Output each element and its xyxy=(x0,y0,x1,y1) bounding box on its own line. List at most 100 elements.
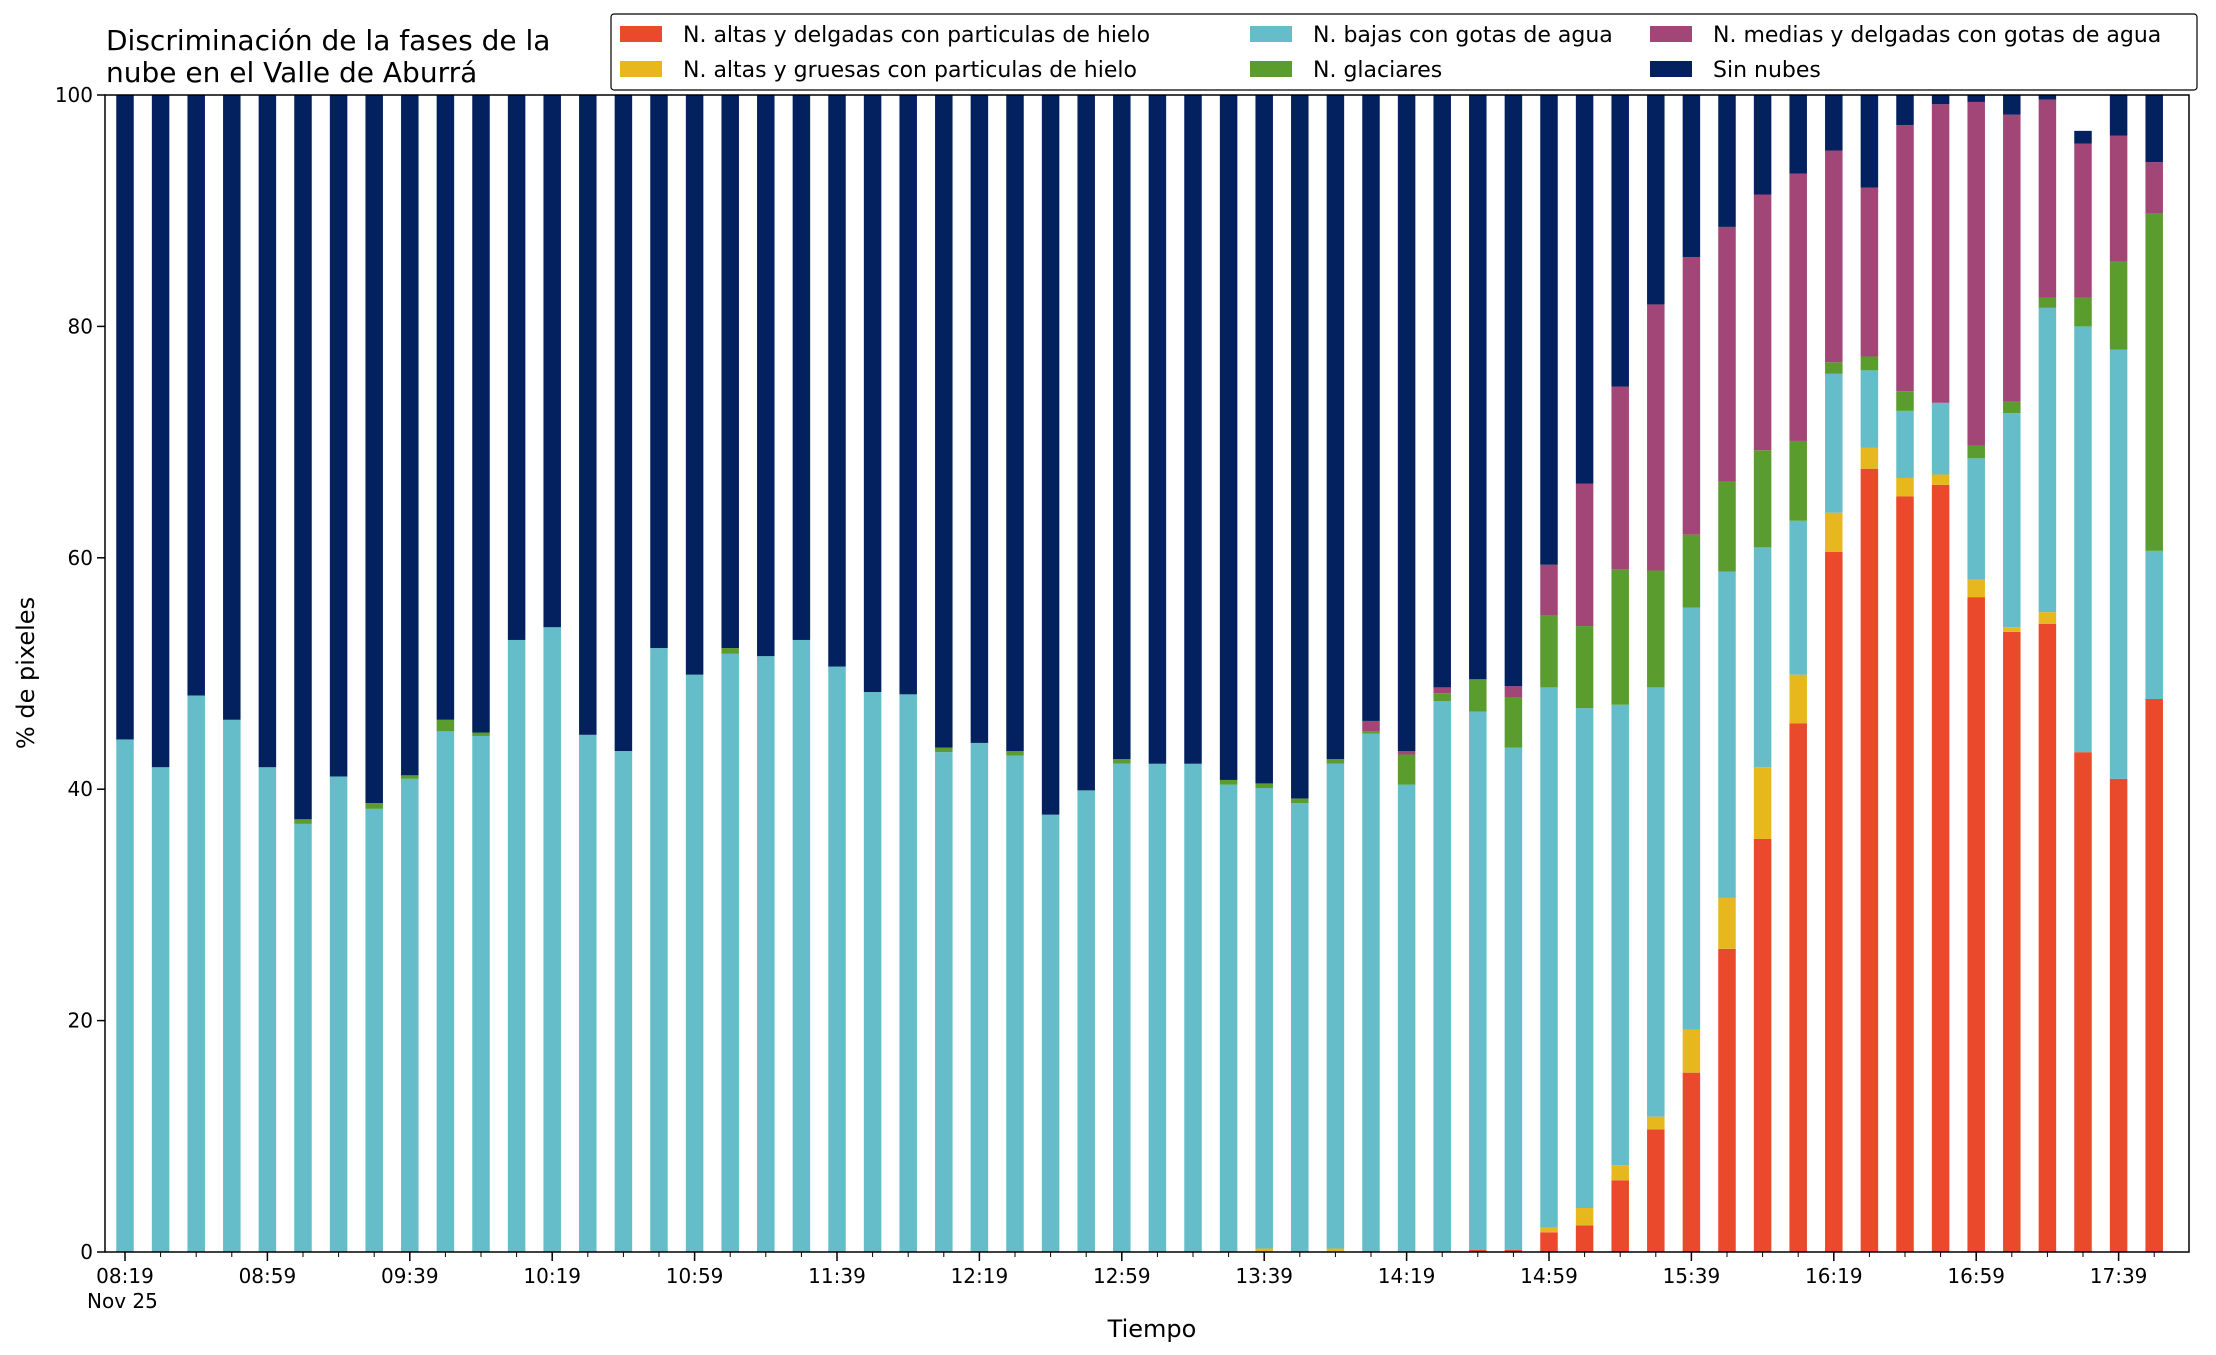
x-tick-label: 16:19 xyxy=(1805,1264,1863,1288)
bar-segment-3-0829 xyxy=(151,767,170,1252)
bar-segment-3-1049 xyxy=(650,648,668,1252)
bar-segment-4-0959 xyxy=(472,732,490,736)
bar-segment-6-1319 xyxy=(1184,95,1202,764)
axes-layer: 0 20 40 60 80 100 08:19 08:59 09:39 10:19 10:59 11:… xyxy=(55,83,2155,1313)
legend-entry-label: N. altas y delgadas con particulas de hi… xyxy=(683,23,1150,48)
bar-segment-4-1629 xyxy=(1860,356,1879,371)
bar-segment-5-1629 xyxy=(1860,187,1879,357)
bar-segment-2-1549 xyxy=(1718,897,1736,949)
bar-segment-6-0949 xyxy=(436,95,455,720)
bar-segment-3-1249 xyxy=(1077,790,1095,1252)
bar-segment-5-1529 xyxy=(1647,304,1665,571)
bar-segment-2-1519 xyxy=(1611,1165,1629,1181)
bar-segment-4-1549 xyxy=(1718,481,1736,572)
bar-segment-3-1409 xyxy=(1362,733,1380,1252)
bar-segment-6-0909 xyxy=(294,95,312,820)
bar-segment-1-1529 xyxy=(1647,1129,1665,1252)
bar-segment-1-1659 xyxy=(1967,597,1985,1252)
bar-segment-3-1729 xyxy=(2074,326,2092,753)
bar-segment-6-1259 xyxy=(1113,95,1131,760)
bar-segment-3-1029 xyxy=(579,734,597,1252)
bar-segment-3-1059 xyxy=(685,674,704,1252)
bar-segment-5-1419 xyxy=(1397,751,1416,755)
x-tick-label: 11:39 xyxy=(808,1264,866,1288)
bar-segment-1-1519 xyxy=(1611,1180,1629,1252)
bar-segment-6-1549 xyxy=(1718,95,1736,227)
bar-segment-2-1359 xyxy=(1326,1248,1345,1252)
bar-segment-4-1639 xyxy=(1896,391,1914,411)
bar-segment-6-1739 xyxy=(2109,95,2128,136)
bar-segment-6-1719 xyxy=(2038,95,2057,100)
bar-segment-6-1059 xyxy=(685,95,704,675)
bar-segment-1-1609 xyxy=(1789,723,1807,1252)
bar-segment-6-1749 xyxy=(2145,95,2163,163)
bar-segment-3-1519 xyxy=(1611,704,1629,1166)
bar-segment-4-0929 xyxy=(365,803,383,809)
bar-segment-3-0939 xyxy=(401,778,419,1252)
x-tick-label: 12:59 xyxy=(1093,1264,1151,1288)
bar-segment-1-1739 xyxy=(2109,778,2128,1252)
legend-swatch xyxy=(1250,61,1292,77)
legend-swatch xyxy=(1650,26,1692,42)
bar-segment-5-1729 xyxy=(2074,143,2092,298)
bar-segment-3-1429 xyxy=(1433,701,1451,1252)
bar-segment-6-1119 xyxy=(757,95,775,657)
bar-segment-4-0909 xyxy=(294,819,312,824)
y-tick-label: 60 xyxy=(68,546,93,570)
bar-segment-3-1229 xyxy=(1006,755,1024,1252)
legend: N. altas y delgadas con particulas de hi… xyxy=(610,13,2198,91)
bar-segment-5-1519 xyxy=(1611,386,1629,570)
bar-segment-6-1659 xyxy=(1967,95,1985,102)
bar-segment-6-1439 xyxy=(1469,95,1487,680)
bar-segment-1-1639 xyxy=(1896,496,1914,1253)
x-tick-label: 16:59 xyxy=(1947,1264,2005,1288)
bar-segment-5-1709 xyxy=(2003,114,2021,402)
bar-segment-3-0929 xyxy=(365,808,383,1252)
bar-segment-6-1609 xyxy=(1789,95,1807,174)
x-tick-label: 10:59 xyxy=(666,1264,724,1288)
bar-segment-6-1629 xyxy=(1860,95,1879,188)
bar-segment-3-1539 xyxy=(1682,607,1701,1030)
bar-segment-1-1749 xyxy=(2145,698,2163,1252)
bar-segment-3-1129 xyxy=(792,639,811,1252)
legend-entry-label: Sin nubes xyxy=(1713,58,1821,83)
legend-entry-label: N. bajas con gotas de agua xyxy=(1313,23,1613,48)
bar-segment-6-1509 xyxy=(1575,95,1594,484)
bar-segment-3-1119 xyxy=(757,656,775,1252)
bar-segment-2-1609 xyxy=(1789,674,1807,724)
bar-segment-3-1509 xyxy=(1575,708,1594,1209)
bar-segment-1-1549 xyxy=(1718,948,1736,1252)
bar-segment-1-1619 xyxy=(1825,552,1843,1252)
x-tick-label: 12:19 xyxy=(951,1264,1009,1288)
bar-segment-2-1619 xyxy=(1825,512,1843,553)
bar-segment-6-1619 xyxy=(1825,95,1843,151)
bar-segment-2-1719 xyxy=(2038,612,2057,624)
bar-segment-3-0959 xyxy=(472,735,490,1252)
bar-segment-6-1149 xyxy=(863,95,882,693)
bar-segment-6-1009 xyxy=(507,95,526,640)
bar-segment-1-1539 xyxy=(1682,1072,1701,1252)
bar-segment-6-1359 xyxy=(1326,95,1345,760)
bar-segment-4-1229 xyxy=(1006,751,1024,756)
bar-segment-3-1749 xyxy=(2145,550,2163,699)
chart-title-line-1: Discriminación de la fases de la xyxy=(106,24,550,57)
bar-segment-3-1529 xyxy=(1647,687,1665,1117)
bar-segment-3-1239 xyxy=(1041,814,1060,1252)
bar-segment-3-1219 xyxy=(970,742,989,1252)
bar-segment-5-1649 xyxy=(1931,104,1950,403)
bar-segment-5-1549 xyxy=(1718,226,1736,482)
bar-segment-3-0919 xyxy=(329,776,348,1252)
bar-segment-6-1729 xyxy=(2074,130,2092,144)
chart-title-line-2: nube en el Valle de Aburrá xyxy=(106,56,477,89)
bar-segment-5-1559 xyxy=(1753,194,1772,451)
bar-segment-2-1629 xyxy=(1860,447,1879,469)
bar-segment-3-1159 xyxy=(899,694,917,1252)
bar-segment-2-1709 xyxy=(2003,627,2021,632)
bar-segment-6-1109 xyxy=(721,95,739,649)
plot-area-frame xyxy=(104,94,2190,1253)
bar-segment-3-1649 xyxy=(1931,402,1950,475)
legend-swatch xyxy=(1250,26,1292,42)
bar-segment-4-1709 xyxy=(2003,401,2021,414)
bar-segment-6-1209 xyxy=(935,95,953,748)
